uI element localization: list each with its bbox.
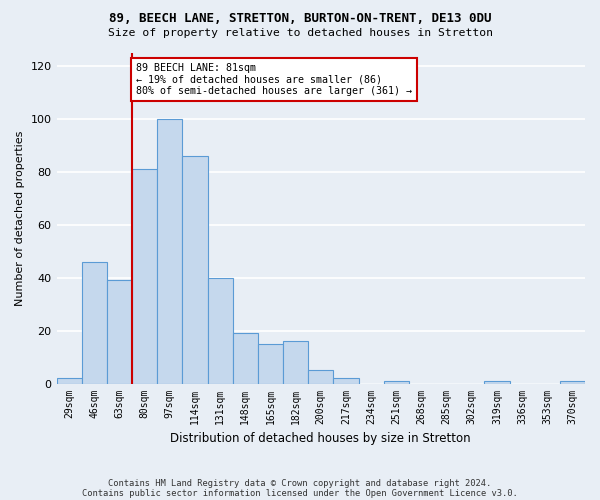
Bar (308, 370, 334, 384)
Bar (233, 333, 258, 384)
Bar (484, 381, 509, 384)
Bar (107, 280, 132, 384)
Bar (157, 118, 182, 384)
Bar (132, 169, 157, 384)
Bar (560, 381, 585, 384)
X-axis label: Distribution of detached houses by size in Stretton: Distribution of detached houses by size … (170, 432, 471, 445)
Text: 89 BEECH LANE: 81sqm
← 19% of detached houses are smaller (86)
80% of semi-detac: 89 BEECH LANE: 81sqm ← 19% of detached h… (136, 63, 412, 96)
Text: Contains public sector information licensed under the Open Government Licence v3: Contains public sector information licen… (82, 488, 518, 498)
Bar (82, 262, 107, 384)
Bar (283, 341, 308, 384)
Bar (56, 378, 82, 384)
Bar (208, 278, 233, 384)
Text: Size of property relative to detached houses in Stretton: Size of property relative to detached ho… (107, 28, 493, 38)
Text: 89, BEECH LANE, STRETTON, BURTON-ON-TRENT, DE13 0DU: 89, BEECH LANE, STRETTON, BURTON-ON-TREN… (109, 12, 491, 26)
Bar (258, 344, 283, 384)
Y-axis label: Number of detached properties: Number of detached properties (15, 130, 25, 306)
Bar (334, 378, 359, 384)
Bar (182, 156, 208, 384)
Bar (383, 381, 409, 384)
Text: Contains HM Land Registry data © Crown copyright and database right 2024.: Contains HM Land Registry data © Crown c… (109, 478, 491, 488)
